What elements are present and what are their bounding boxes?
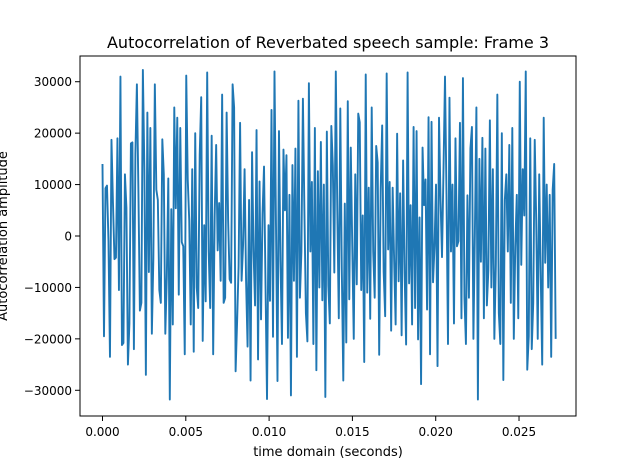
x-tick-label: 0.015 — [335, 425, 369, 439]
x-axis-label: time domain (seconds) — [253, 445, 403, 460]
y-axis: −30000 −20000 −10000 0 10000 20000 30000 — [24, 75, 80, 398]
chart-title: Autocorrelation of Reverbated speech sam… — [107, 33, 549, 52]
x-tick-label: 0.000 — [85, 425, 119, 439]
y-axis-label: Autocorrelation amplitude — [0, 151, 11, 321]
y-tick-label: 10000 — [34, 178, 72, 192]
x-tick-label: 0.010 — [252, 425, 286, 439]
x-axis: 0.000 0.005 0.010 0.015 0.020 0.025 — [85, 416, 536, 439]
y-tick-label: 20000 — [34, 127, 72, 141]
x-tick-label: 0.025 — [502, 425, 536, 439]
y-tick-label: −30000 — [24, 384, 72, 398]
y-tick-label: −20000 — [24, 332, 72, 346]
x-tick-label: 0.020 — [419, 425, 453, 439]
y-tick-label: −10000 — [24, 281, 72, 295]
x-tick-label: 0.005 — [169, 425, 203, 439]
y-tick-label: 30000 — [34, 75, 72, 89]
y-tick-label: 0 — [64, 230, 72, 244]
series-line — [101, 68, 557, 401]
